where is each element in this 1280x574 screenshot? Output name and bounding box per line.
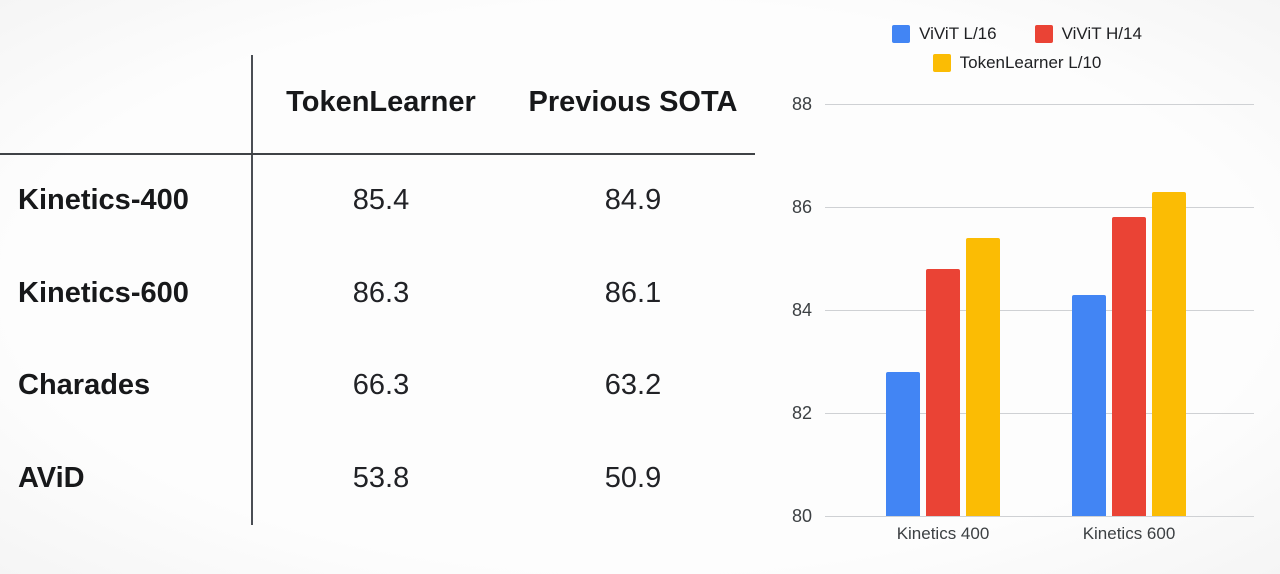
previous-sota-value: 84.9 xyxy=(604,184,662,216)
legend-label: TokenLearner L/10 xyxy=(959,53,1102,72)
column-header-tokenlearner: TokenLearner xyxy=(286,86,476,118)
bar-vivit-h-14-kinetics-400 xyxy=(926,268,960,516)
gridline-84 xyxy=(825,310,1254,311)
x-axis-label-kinetics-400: Kinetics 400 xyxy=(896,524,990,543)
row-label: Charades xyxy=(18,369,151,401)
plot-area: 88 86 84 82 80 Kinetics 400 Kinetics 600 xyxy=(792,94,1254,543)
table-row: Kinetics-600 86.3 86.1 xyxy=(0,274,760,312)
table-row: Charades 66.3 63.2 xyxy=(0,366,760,404)
previous-sota-value: 50.9 xyxy=(604,462,662,494)
tokenlearner-value: 86.3 xyxy=(352,277,410,309)
table-horizontal-divider xyxy=(0,153,755,155)
bar-tokenlearner-l-10-kinetics-400 xyxy=(966,237,1000,516)
gridline-82 xyxy=(825,413,1254,414)
tokenlearner-value: 53.8 xyxy=(352,462,410,494)
legend-swatch-red xyxy=(1034,25,1053,43)
y-axis-tick-88: 88 xyxy=(791,94,812,114)
chart-legend: ViViT L/16 ViViT H/14 TokenLearner L/10 xyxy=(780,24,1254,73)
gridline-86 xyxy=(825,207,1254,208)
y-axis-tick-84: 84 xyxy=(791,300,812,320)
table-vertical-divider xyxy=(251,55,253,525)
legend-item-vivit-l16: ViViT L/16 xyxy=(892,24,997,44)
table-row: AViD 53.8 50.9 xyxy=(0,459,760,497)
bar-vivit-l-16-kinetics-600 xyxy=(1072,294,1106,516)
legend-label: ViViT L/16 xyxy=(919,24,997,43)
legend-swatch-yellow xyxy=(932,54,951,72)
legend-swatch-blue xyxy=(892,25,911,43)
row-label: Kinetics-400 xyxy=(18,184,189,216)
x-axis-label-kinetics-600: Kinetics 600 xyxy=(1082,524,1176,543)
gridline-88 xyxy=(825,104,1254,105)
previous-sota-value: 63.2 xyxy=(604,369,662,401)
previous-sota-value: 86.1 xyxy=(604,277,662,309)
tokenlearner-value: 66.3 xyxy=(352,369,410,401)
row-label: AViD xyxy=(18,462,85,494)
row-label: Kinetics-600 xyxy=(18,277,189,309)
bar-group-kinetics-600 xyxy=(1072,191,1186,516)
table-row: Kinetics-400 85.4 84.9 xyxy=(0,181,760,219)
bar-tokenlearner-l-10-kinetics-600 xyxy=(1152,191,1186,516)
bar-vivit-h-14-kinetics-600 xyxy=(1112,217,1146,516)
legend-label: ViViT H/14 xyxy=(1061,24,1142,43)
legend-row: TokenLearner L/10 xyxy=(932,53,1102,73)
y-axis-tick-82: 82 xyxy=(791,403,812,423)
legend-item-tokenlearner-l10: TokenLearner L/10 xyxy=(932,53,1102,73)
y-axis-tick-80: 80 xyxy=(791,506,812,526)
gridline-80 xyxy=(825,516,1254,517)
y-axis-tick-86: 86 xyxy=(791,197,812,217)
legend-item-vivit-h14: ViViT H/14 xyxy=(1034,24,1142,44)
tokenlearner-value: 85.4 xyxy=(352,184,410,216)
column-header-previous-sota: Previous SOTA xyxy=(528,86,738,118)
bar-group-kinetics-400 xyxy=(886,237,1000,516)
bar-vivit-l-16-kinetics-400 xyxy=(886,371,920,516)
legend-row: ViViT L/16 ViViT H/14 xyxy=(892,24,1142,44)
